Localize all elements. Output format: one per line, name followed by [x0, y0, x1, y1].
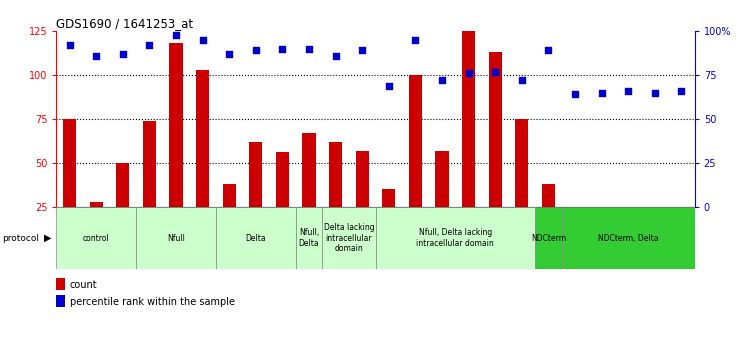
- Bar: [196, 70, 210, 251]
- Point: [675, 88, 687, 93]
- Point: [436, 78, 448, 83]
- Bar: [116, 163, 129, 251]
- FancyBboxPatch shape: [296, 207, 322, 269]
- Bar: [569, 225, 581, 251]
- Bar: [462, 31, 475, 251]
- Bar: [56, 295, 65, 307]
- Bar: [622, 219, 635, 251]
- Bar: [63, 119, 77, 251]
- Bar: [436, 151, 448, 251]
- Text: NDCterm: NDCterm: [531, 234, 566, 243]
- Bar: [355, 151, 369, 251]
- Text: Nfull, Delta lacking
intracellular domain: Nfull, Delta lacking intracellular domai…: [416, 228, 494, 248]
- Text: percentile rank within the sample: percentile rank within the sample: [70, 297, 235, 307]
- Bar: [595, 221, 608, 251]
- FancyBboxPatch shape: [376, 207, 535, 269]
- Bar: [515, 119, 529, 251]
- Text: NDCterm, Delta: NDCterm, Delta: [598, 234, 659, 243]
- Bar: [143, 121, 156, 251]
- FancyBboxPatch shape: [535, 207, 562, 269]
- Point: [649, 90, 661, 95]
- Text: ▶: ▶: [44, 233, 51, 243]
- Text: control: control: [83, 234, 110, 243]
- Point: [303, 46, 315, 51]
- Point: [569, 92, 581, 97]
- FancyBboxPatch shape: [136, 207, 216, 269]
- Point: [330, 53, 342, 58]
- FancyBboxPatch shape: [562, 207, 695, 269]
- Bar: [382, 189, 396, 251]
- Bar: [56, 278, 65, 290]
- Bar: [541, 184, 555, 251]
- Bar: [170, 43, 182, 251]
- Point: [516, 78, 528, 83]
- Text: Nfull,
Delta: Nfull, Delta: [299, 228, 319, 248]
- FancyBboxPatch shape: [322, 207, 376, 269]
- Point: [117, 51, 129, 57]
- Text: Nfull: Nfull: [167, 234, 185, 243]
- FancyBboxPatch shape: [56, 207, 136, 269]
- Bar: [648, 216, 662, 251]
- Point: [622, 88, 634, 93]
- Bar: [489, 52, 502, 251]
- Text: protocol: protocol: [2, 234, 39, 243]
- Text: count: count: [70, 280, 98, 290]
- Point: [223, 51, 235, 57]
- Point: [383, 83, 395, 88]
- Point: [197, 37, 209, 43]
- Point: [64, 42, 76, 48]
- Bar: [409, 75, 422, 251]
- Point: [250, 48, 262, 53]
- Text: GDS1690 / 1641253_at: GDS1690 / 1641253_at: [56, 17, 194, 30]
- Point: [143, 42, 155, 48]
- Point: [90, 53, 102, 58]
- Point: [170, 32, 182, 37]
- Point: [463, 70, 475, 76]
- Bar: [249, 142, 262, 251]
- Point: [356, 48, 368, 53]
- Point: [596, 90, 608, 95]
- Text: Delta: Delta: [246, 234, 266, 243]
- Bar: [329, 142, 342, 251]
- Point: [276, 46, 288, 51]
- Bar: [303, 133, 315, 251]
- Bar: [222, 184, 236, 251]
- Point: [409, 37, 421, 43]
- Point: [489, 69, 501, 74]
- Bar: [89, 202, 103, 251]
- Point: [542, 48, 554, 53]
- Bar: [674, 219, 688, 251]
- Text: Delta lacking
intracellular
domain: Delta lacking intracellular domain: [324, 223, 374, 253]
- Bar: [276, 152, 289, 251]
- FancyBboxPatch shape: [216, 207, 296, 269]
